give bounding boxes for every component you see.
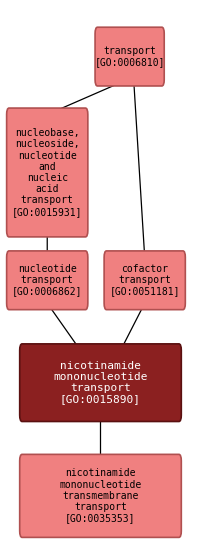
FancyBboxPatch shape — [95, 27, 163, 86]
FancyBboxPatch shape — [104, 251, 184, 309]
FancyBboxPatch shape — [20, 454, 180, 537]
FancyBboxPatch shape — [20, 344, 180, 421]
Text: cofactor
transport
[GO:0051181]: cofactor transport [GO:0051181] — [109, 264, 179, 296]
Text: nucleotide
transport
[GO:0006862]: nucleotide transport [GO:0006862] — [12, 264, 82, 296]
Text: nicotinamide
mononucleotide
transmembrane
transport
[GO:0035353]: nicotinamide mononucleotide transmembran… — [59, 468, 141, 523]
Text: nicotinamide
mononucleotide
transport
[GO:0015890]: nicotinamide mononucleotide transport [G… — [53, 361, 147, 404]
FancyBboxPatch shape — [7, 251, 87, 309]
FancyBboxPatch shape — [7, 108, 87, 237]
Text: nucleobase,
nucleoside,
nucleotide
and
nucleic
acid
transport
[GO:0015931]: nucleobase, nucleoside, nucleotide and n… — [12, 128, 82, 217]
Text: transport
[GO:0006810]: transport [GO:0006810] — [94, 46, 164, 67]
